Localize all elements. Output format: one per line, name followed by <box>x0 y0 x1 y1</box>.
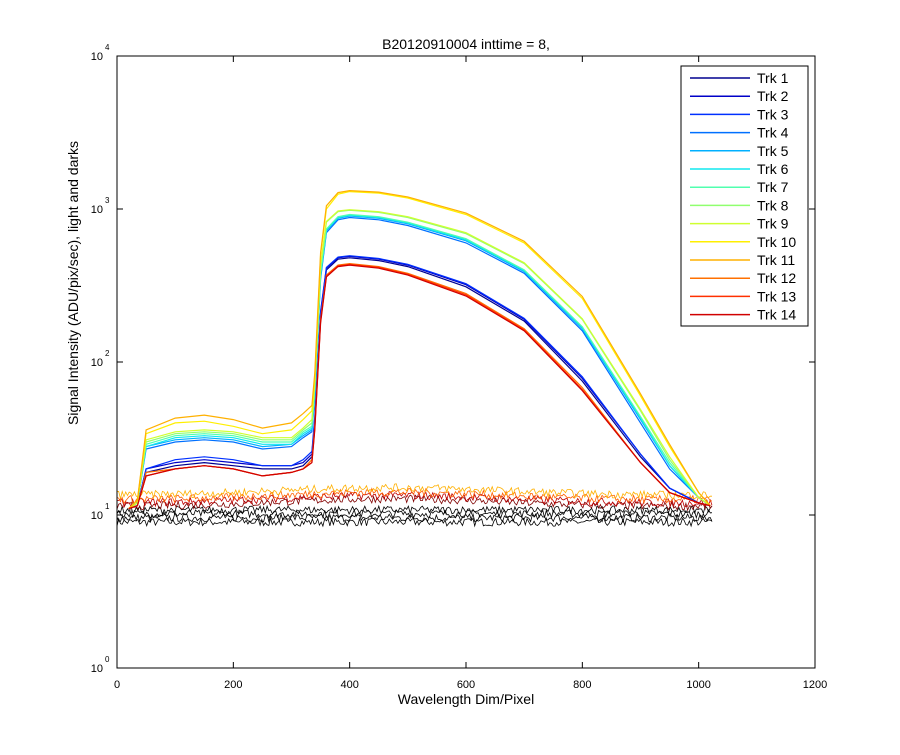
y-tick-exponent: 0 <box>105 655 110 664</box>
x-axis-ticks: 0 200 400 600 800 1000 1200 <box>114 56 827 691</box>
series-line-trk-7 <box>128 213 711 510</box>
dark-trace <box>116 512 713 524</box>
legend-label: Trk 6 <box>757 161 789 177</box>
x-tick-label: 400 <box>340 679 358 691</box>
dark-trace <box>116 483 713 500</box>
y-tick-exponent: 2 <box>105 349 110 358</box>
series-line-trk-3 <box>128 255 711 510</box>
series-line-trk-14 <box>128 264 711 510</box>
legend-label: Trk 7 <box>757 179 789 195</box>
dark-traces <box>116 483 713 528</box>
dark-trace <box>116 516 713 528</box>
y-axis-title: Signal Intensity (ADU/pix/sec), light an… <box>65 141 81 425</box>
legend-label: Trk 10 <box>757 234 796 250</box>
x-axis-title: Wavelength Dim/Pixel <box>398 691 534 707</box>
legend-label: Trk 8 <box>757 197 789 213</box>
legend-label: Trk 9 <box>757 216 789 232</box>
legend-label: Trk 3 <box>757 106 789 122</box>
legend-label: Trk 14 <box>757 307 796 323</box>
y-tick-label: 10 <box>91 510 103 522</box>
x-tick-label: 200 <box>224 679 242 691</box>
legend: Trk 1 Trk 2 Trk 3 Trk 4 Trk 5 Trk 6 Trk 7 Trk 8… <box>680 65 809 327</box>
legend-label: Trk 12 <box>757 270 796 286</box>
y-tick-label: 10 <box>91 357 103 369</box>
dark-trace <box>116 504 713 516</box>
y-tick-exponent: 1 <box>105 502 110 511</box>
series-line-trk-11 <box>128 189 711 510</box>
y-tick-label: 10 <box>91 51 103 63</box>
legend-label: Trk 2 <box>757 88 789 104</box>
legend-label: Trk 5 <box>757 143 789 159</box>
dark-trace <box>116 508 713 520</box>
x-tick-label: 800 <box>573 679 591 691</box>
x-tick-label: 1000 <box>686 679 710 691</box>
dark-trace <box>116 487 713 505</box>
legend-label: Trk 13 <box>757 288 796 304</box>
y-tick-exponent: 3 <box>105 196 110 205</box>
legend-label: Trk 11 <box>757 252 795 268</box>
legend-label: Trk 1 <box>757 70 789 86</box>
y-tick-label: 10 <box>91 204 103 216</box>
y-tick-exponent: 4 <box>105 43 110 52</box>
legend-label: Trk 4 <box>757 125 789 141</box>
y-tick-label: 10 <box>91 663 103 675</box>
chart-title: B20120910004 inttime = 8, <box>382 36 550 52</box>
series-lines <box>128 189 711 510</box>
legend-box <box>680 65 809 327</box>
x-tick-label: 0 <box>114 679 120 691</box>
x-tick-label: 1200 <box>803 679 827 691</box>
dark-trace <box>117 491 713 508</box>
series-line-trk-9 <box>128 209 711 510</box>
x-tick-label: 600 <box>457 679 475 691</box>
